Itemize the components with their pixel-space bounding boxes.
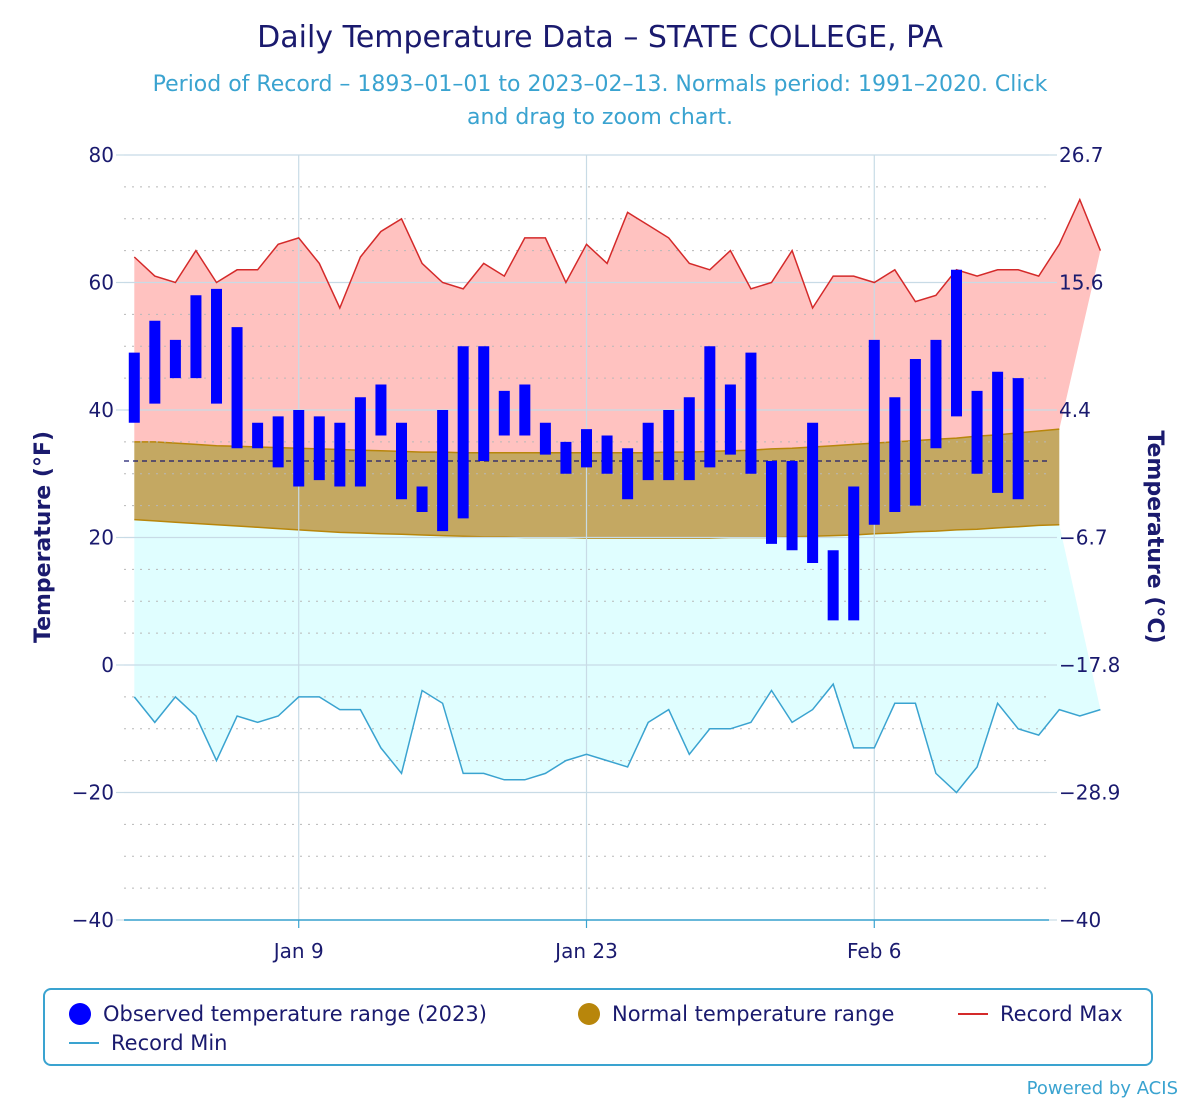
- observed-bar: [334, 422, 346, 487]
- observed-bar: [149, 320, 161, 404]
- observed-bar: [252, 422, 264, 449]
- axes: 80 26.7 60 15.6 40 4.4 20 −6.7 0 −17.8 −20 −28.9 −40…: [72, 143, 1121, 963]
- normal-swatch: [578, 1003, 600, 1025]
- x-tick-label: Jan 9: [272, 939, 324, 963]
- record-lines: [133, 197, 1102, 794]
- observed-bar: [581, 429, 592, 468]
- y-axis-title-right: Temperature (°C): [1142, 430, 1167, 643]
- y-tick-label-left: 20: [89, 526, 114, 550]
- y-tick-label-left: 80: [89, 143, 114, 167]
- record-min-line: [133, 682, 1101, 794]
- record-max-line: [133, 197, 1102, 310]
- observed-bar: [190, 295, 202, 379]
- chart-title: Daily Temperature Data – STATE COLLEGE, …: [257, 20, 943, 55]
- observed-bar: [889, 397, 901, 512]
- observed-bar: [992, 371, 1004, 493]
- observed-swatch: [69, 1003, 91, 1025]
- legend-label-record-max: Record Max: [1000, 1002, 1123, 1026]
- legend-item-observed[interactable]: Observed temperature range (2023): [69, 1002, 487, 1026]
- legend-item-normal[interactable]: Normal temperature range: [578, 1002, 894, 1026]
- y-tick-label-right: −6.7: [1059, 526, 1108, 550]
- observed-bar: [478, 346, 490, 461]
- observed-bar: [766, 461, 777, 544]
- y-axis-title-left: Temperature (°F): [31, 431, 56, 643]
- chart-subtitle-line-2: and drag to zoom chart.: [467, 105, 733, 130]
- observed-bar: [909, 359, 921, 506]
- observed-bar: [396, 422, 407, 500]
- chart-subtitle-line-1: Period of Record – 1893–01–01 to 2023–02…: [153, 72, 1048, 97]
- observed-bar: [622, 448, 634, 500]
- observed-bar: [807, 422, 819, 563]
- observed-bar: [272, 416, 284, 468]
- observed-bar: [786, 461, 798, 551]
- observed-bar: [704, 346, 716, 468]
- legend-item-record-min[interactable]: Record Min: [69, 1031, 228, 1055]
- observed-bar: [211, 288, 222, 404]
- y-tick-label-right: 4.4: [1059, 398, 1091, 422]
- temperature-chart[interactable]: Daily Temperature Data – STATE COLLEGE, …: [0, 0, 1200, 985]
- y-tick-label-left: −40: [72, 908, 114, 932]
- observed-bar: [416, 486, 428, 512]
- observed-bar: [293, 410, 305, 487]
- observed-bar: [601, 435, 613, 474]
- observed-bar: [539, 422, 551, 455]
- observed-bar: [375, 384, 387, 436]
- y-tick-label-right: −40: [1059, 908, 1101, 932]
- y-tick-label-left: 40: [89, 398, 114, 422]
- observed-bar: [827, 550, 839, 621]
- observed-bar: [519, 384, 531, 436]
- observed-bar: [848, 486, 860, 621]
- y-tick-label-left: 0: [101, 653, 114, 677]
- legend-label-record-min: Record Min: [111, 1031, 228, 1055]
- observed-bar: [663, 410, 675, 481]
- observed-bar: [169, 339, 181, 379]
- y-tick-label-right: −28.9: [1059, 781, 1120, 805]
- observed-bar: [354, 397, 366, 487]
- y-tick-label-right: 15.6: [1059, 271, 1104, 295]
- x-tick-label: Jan 23: [553, 939, 618, 963]
- observed-bar: [745, 352, 757, 474]
- observed-bar: [313, 416, 325, 481]
- legend-item-record-max[interactable]: Record Max: [958, 1002, 1123, 1026]
- legend-label-observed: Observed temperature range (2023): [103, 1002, 487, 1026]
- record-min-swatch: [69, 1042, 99, 1044]
- observed-bar: [437, 410, 449, 532]
- legend-label-normal: Normal temperature range: [612, 1002, 895, 1026]
- observed-bars: [128, 269, 1024, 621]
- observed-bar: [128, 352, 140, 423]
- observed-bar: [930, 339, 942, 449]
- observed-bar: [951, 269, 962, 417]
- observed-bar: [560, 441, 572, 474]
- y-tick-label-right: 26.7: [1059, 143, 1104, 167]
- y-tick-label-left: −20: [72, 781, 114, 805]
- observed-bar: [457, 346, 469, 519]
- observed-bar: [724, 384, 736, 455]
- normal-high-line: [134, 428, 1060, 454]
- credit-link[interactable]: Powered by ACIS: [1026, 1078, 1178, 1099]
- y-tick-label-right: −17.8: [1059, 653, 1120, 677]
- observed-bar: [642, 422, 654, 481]
- observed-bar: [868, 339, 880, 525]
- observed-bar: [231, 327, 243, 449]
- observed-bar: [498, 390, 510, 436]
- observed-bar: [683, 397, 695, 481]
- observed-bar: [1012, 378, 1024, 500]
- observed-bar: [971, 390, 983, 474]
- x-tick-label: Feb 6: [847, 939, 902, 963]
- chart-legend: Observed temperature range (2023) Normal…: [43, 988, 1153, 1066]
- y-tick-label-left: 60: [89, 271, 114, 295]
- record-max-swatch: [958, 1013, 988, 1015]
